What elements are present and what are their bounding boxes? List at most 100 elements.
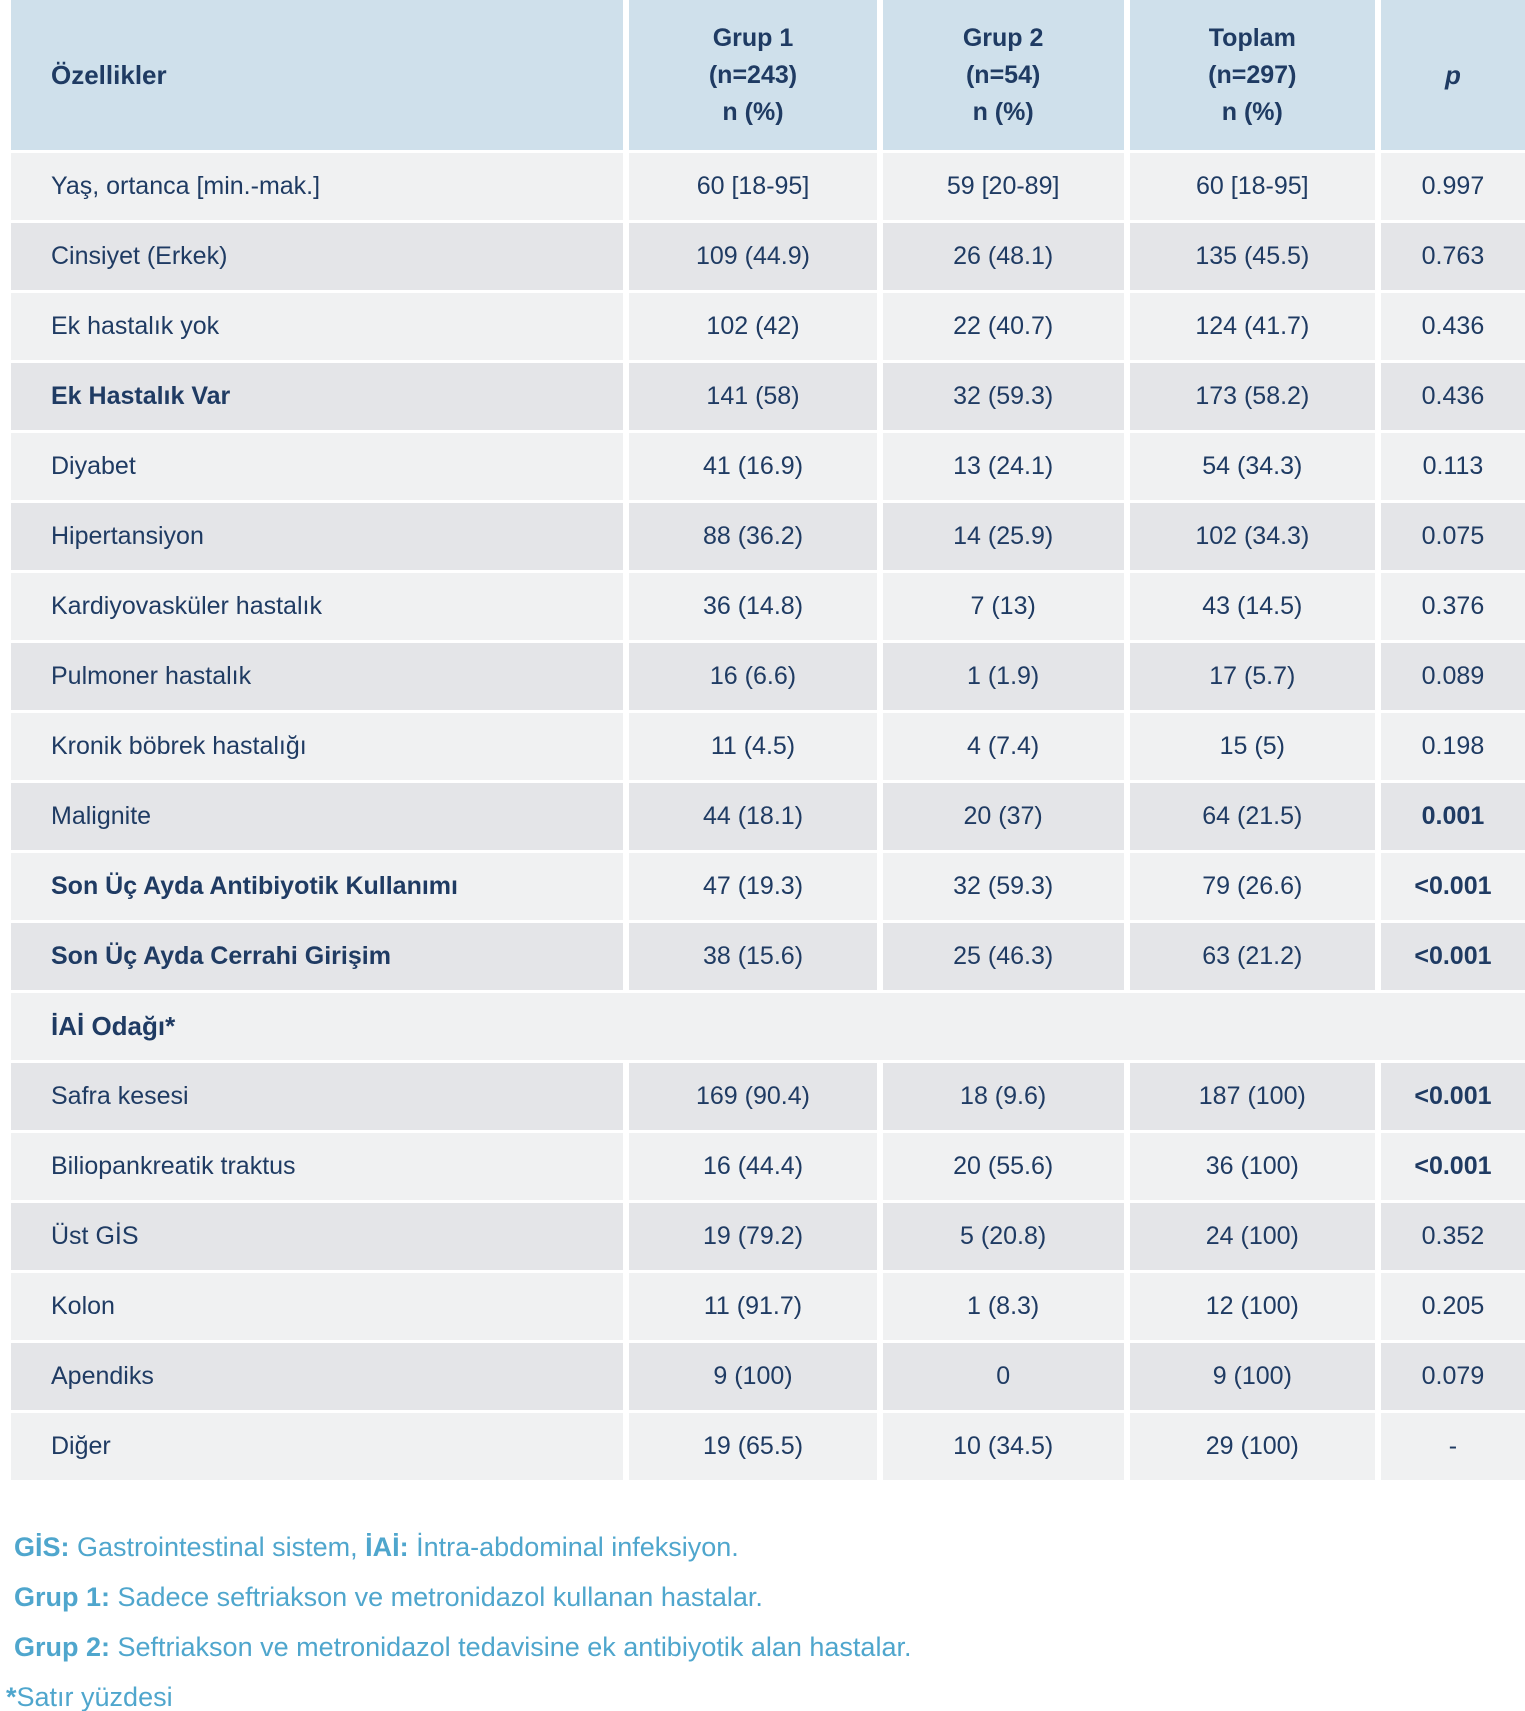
footnote-abbreviations: GİS: Gastrointestinal sistem, İAİ: İntra… bbox=[14, 1530, 1504, 1565]
cell-toplam: 60 [18-95] bbox=[1129, 153, 1375, 220]
cell-toplam: 124 (41.7) bbox=[1129, 293, 1375, 360]
cell-toplam: 79 (26.6) bbox=[1129, 853, 1375, 920]
cell-toplam: 63 (21.2) bbox=[1129, 923, 1375, 990]
table-row: Kolon 11 (91.7) 1 (8.3) 12 (100) 0.205 bbox=[11, 1273, 1525, 1340]
table-row: Biliopankreatik traktus 16 (44.4) 20 (55… bbox=[11, 1133, 1525, 1200]
cell-grup2: 25 (46.3) bbox=[882, 923, 1124, 990]
cell-grup1: 38 (15.6) bbox=[629, 923, 877, 990]
cell-p: 0.436 bbox=[1380, 363, 1525, 430]
cell-grup1: 169 (90.4) bbox=[629, 1063, 877, 1130]
cell-p: <0.001 bbox=[1380, 1133, 1525, 1200]
cell-p: 0.352 bbox=[1380, 1203, 1525, 1270]
table-body: Yaş, ortanca [min.-mak.] 60 [18-95] 59 [… bbox=[11, 153, 1525, 1480]
table-row: Pulmoner hastalık 16 (6.6) 1 (1.9) 17 (5… bbox=[11, 643, 1525, 710]
cell-grup1: 16 (6.6) bbox=[629, 643, 877, 710]
cell-p: <0.001 bbox=[1380, 1063, 1525, 1130]
cell-grup2: 5 (20.8) bbox=[882, 1203, 1124, 1270]
row-label: Kronik böbrek hastalığı bbox=[11, 713, 624, 780]
cell-toplam: 15 (5) bbox=[1129, 713, 1375, 780]
cell-p: 0.436 bbox=[1380, 293, 1525, 360]
grup2-label: Grup 2: bbox=[14, 1632, 111, 1662]
toplam-n: (n=297) bbox=[1208, 60, 1297, 89]
table-row: Ek hastalık yok 102 (42) 22 (40.7) 124 (… bbox=[11, 293, 1525, 360]
row-label: Diyabet bbox=[11, 433, 624, 500]
cell-p: 0.198 bbox=[1380, 713, 1525, 780]
cell-toplam: 24 (100) bbox=[1129, 1203, 1375, 1270]
row-label: Pulmoner hastalık bbox=[11, 643, 624, 710]
cell-grup2: 7 (13) bbox=[882, 573, 1124, 640]
cell-p: 0.075 bbox=[1380, 503, 1525, 570]
grup1-unit: n (%) bbox=[722, 97, 784, 126]
cell-grup1: 9 (100) bbox=[629, 1343, 877, 1410]
abbr-gis-label: GİS: bbox=[14, 1532, 70, 1562]
cell-toplam: 43 (14.5) bbox=[1129, 573, 1375, 640]
cell-grup1: 36 (14.8) bbox=[629, 573, 877, 640]
table-row: Kardiyovasküler hastalık 36 (14.8) 7 (13… bbox=[11, 573, 1525, 640]
cell-grup1: 11 (4.5) bbox=[629, 713, 877, 780]
row-label: Safra kesesi bbox=[11, 1063, 624, 1130]
cell-grup2: 1 (8.3) bbox=[882, 1273, 1124, 1340]
row-label: Kardiyovasküler hastalık bbox=[11, 573, 624, 640]
cell-toplam: 9 (100) bbox=[1129, 1343, 1375, 1410]
cell-grup2: 14 (25.9) bbox=[882, 503, 1124, 570]
cell-toplam: 187 (100) bbox=[1129, 1063, 1375, 1130]
cell-grup2: 59 [20-89] bbox=[882, 153, 1124, 220]
star-text: Satır yüzdesi bbox=[16, 1682, 173, 1711]
toplam-unit: n (%) bbox=[1221, 97, 1283, 126]
cell-grup2: 1 (1.9) bbox=[882, 643, 1124, 710]
cell-toplam: 36 (100) bbox=[1129, 1133, 1375, 1200]
row-label: Ek hastalık yok bbox=[11, 293, 624, 360]
cell-p: 0.089 bbox=[1380, 643, 1525, 710]
cell-p: 0.205 bbox=[1380, 1273, 1525, 1340]
cell-toplam: 102 (34.3) bbox=[1129, 503, 1375, 570]
table-row: Diğer 19 (65.5) 10 (34.5) 29 (100) - bbox=[11, 1413, 1525, 1480]
row-label: Üst GİS bbox=[11, 1203, 624, 1270]
cell-grup1: 88 (36.2) bbox=[629, 503, 877, 570]
table-row: Diyabet 41 (16.9) 13 (24.1) 54 (34.3) 0.… bbox=[11, 433, 1525, 500]
toplam-title: Toplam bbox=[1208, 23, 1296, 52]
row-label: Son Üç Ayda Cerrahi Girişim bbox=[11, 923, 624, 990]
abbr-gis-text: Gastrointestinal sistem, bbox=[69, 1532, 366, 1562]
cell-toplam: 29 (100) bbox=[1129, 1413, 1375, 1480]
row-label: Malignite bbox=[11, 783, 624, 850]
table-row: Apendiks 9 (100) 0 9 (100) 0.079 bbox=[11, 1343, 1525, 1410]
cell-p: 0.763 bbox=[1380, 223, 1525, 290]
characteristics-table-wrapper: Özellikler Grup 1 (n=243) n (%) Grup 2 (… bbox=[11, 0, 1525, 1480]
grup2-unit: n (%) bbox=[972, 97, 1034, 126]
row-label: Ek Hastalık Var bbox=[11, 363, 624, 430]
abbr-iai-label: İAİ: bbox=[365, 1532, 409, 1562]
table-row: Cinsiyet (Erkek) 109 (44.9) 26 (48.1) 13… bbox=[11, 223, 1525, 290]
table-row: Hipertansiyon 88 (36.2) 14 (25.9) 102 (3… bbox=[11, 503, 1525, 570]
cell-grup2: 20 (55.6) bbox=[882, 1133, 1124, 1200]
row-label: Apendiks bbox=[11, 1343, 624, 1410]
row-label: Son Üç Ayda Antibiyotik Kullanımı bbox=[11, 853, 624, 920]
cell-grup2: 18 (9.6) bbox=[882, 1063, 1124, 1130]
table-row: Kronik böbrek hastalığı 11 (4.5) 4 (7.4)… bbox=[11, 713, 1525, 780]
cell-grup2: 0 bbox=[882, 1343, 1124, 1410]
table-row: Safra kesesi 169 (90.4) 18 (9.6) 187 (10… bbox=[11, 1063, 1525, 1130]
grup1-label: Grup 1: bbox=[14, 1582, 111, 1612]
section-header-iai-odagi: İAİ Odağı* bbox=[11, 993, 1525, 1060]
cell-grup2: 20 (37) bbox=[882, 783, 1124, 850]
table-row: Yaş, ortanca [min.-mak.] 60 [18-95] 59 [… bbox=[11, 153, 1525, 220]
cell-toplam: 64 (21.5) bbox=[1129, 783, 1375, 850]
column-header-grup2: Grup 2 (n=54) n (%) bbox=[882, 0, 1124, 150]
abbr-iai-text: İntra-abdominal infeksiyon. bbox=[408, 1532, 739, 1562]
cell-toplam: 12 (100) bbox=[1129, 1273, 1375, 1340]
table-row: Son Üç Ayda Cerrahi Girişim 38 (15.6) 25… bbox=[11, 923, 1525, 990]
table-header: Özellikler Grup 1 (n=243) n (%) Grup 2 (… bbox=[11, 0, 1525, 150]
table-row: Son Üç Ayda Antibiyotik Kullanımı 47 (19… bbox=[11, 853, 1525, 920]
cell-p: 0.079 bbox=[1380, 1343, 1525, 1410]
cell-p: 0.001 bbox=[1380, 783, 1525, 850]
column-header-toplam: Toplam (n=297) n (%) bbox=[1129, 0, 1375, 150]
row-label: Biliopankreatik traktus bbox=[11, 1133, 624, 1200]
row-label: Kolon bbox=[11, 1273, 624, 1340]
cell-grup2: 4 (7.4) bbox=[882, 713, 1124, 780]
cell-grup1: 19 (79.2) bbox=[629, 1203, 877, 1270]
column-header-grup1: Grup 1 (n=243) n (%) bbox=[629, 0, 877, 150]
cell-grup1: 16 (44.4) bbox=[629, 1133, 877, 1200]
cell-toplam: 173 (58.2) bbox=[1129, 363, 1375, 430]
cell-grup1: 47 (19.3) bbox=[629, 853, 877, 920]
table-row: Ek Hastalık Var 141 (58) 32 (59.3) 173 (… bbox=[11, 363, 1525, 430]
star-label: * bbox=[6, 1682, 17, 1711]
